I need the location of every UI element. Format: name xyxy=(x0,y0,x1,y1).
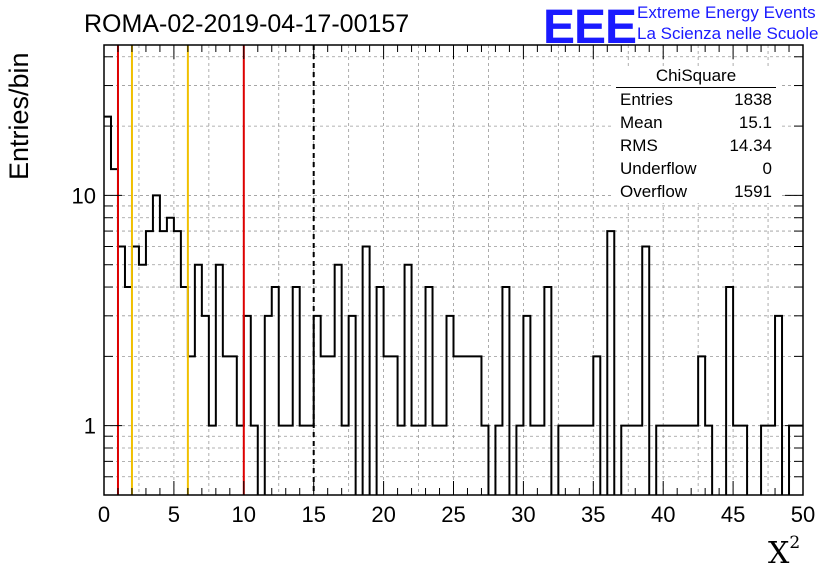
x-tick-label: 10 xyxy=(232,502,256,527)
stats-box: ChiSquare Entries 1838 Mean 15.1 RMS 14.… xyxy=(612,66,780,203)
x-tick-label: 20 xyxy=(371,502,395,527)
x-tick-label: 35 xyxy=(581,502,605,527)
x-tick-label: 30 xyxy=(511,502,535,527)
histogram-series xyxy=(104,115,803,495)
stats-value: 15.1 xyxy=(738,113,772,132)
y-tick-label: 1 xyxy=(84,414,96,439)
stats-label: Mean xyxy=(620,113,663,132)
stats-row-entries: Entries 1838 xyxy=(612,88,780,111)
x-tick-label: 5 xyxy=(168,502,180,527)
logo-line-2: La Scienza nelle Scuole xyxy=(637,24,819,43)
stats-value: 0 xyxy=(762,159,772,178)
x-tick-label: 25 xyxy=(441,502,465,527)
x-tick-label: 45 xyxy=(721,502,745,527)
logo-line-1: Extreme Energy Events xyxy=(637,3,816,22)
chart-title: ROMA-02-2019-04-17-00157 xyxy=(84,10,410,38)
stats-value: 14.34 xyxy=(729,136,772,155)
stats-title: ChiSquare xyxy=(616,66,776,88)
stats-row-rms: RMS 14.34 xyxy=(612,134,780,157)
stats-row-mean: Mean 15.1 xyxy=(612,111,780,134)
x-axis-label: X2 xyxy=(768,533,801,571)
x-tick-label: 50 xyxy=(791,502,815,527)
stats-label: Overflow xyxy=(620,182,688,201)
x-tick-label: 40 xyxy=(651,502,675,527)
stats-label: Entries xyxy=(620,90,673,109)
stats-label: RMS xyxy=(620,136,658,155)
stats-row-underflow: Underflow 0 xyxy=(612,157,780,180)
x-tick-label: 0 xyxy=(98,502,110,527)
y-tick-label: 10 xyxy=(72,183,96,208)
stats-label: Underflow xyxy=(620,159,697,178)
stats-row-overflow: Overflow 1591 xyxy=(612,180,780,203)
eee-logo: EEE xyxy=(543,1,637,54)
stats-value: 1838 xyxy=(734,90,772,109)
x-tick-label: 15 xyxy=(301,502,325,527)
stats-value: 1591 xyxy=(734,182,772,201)
